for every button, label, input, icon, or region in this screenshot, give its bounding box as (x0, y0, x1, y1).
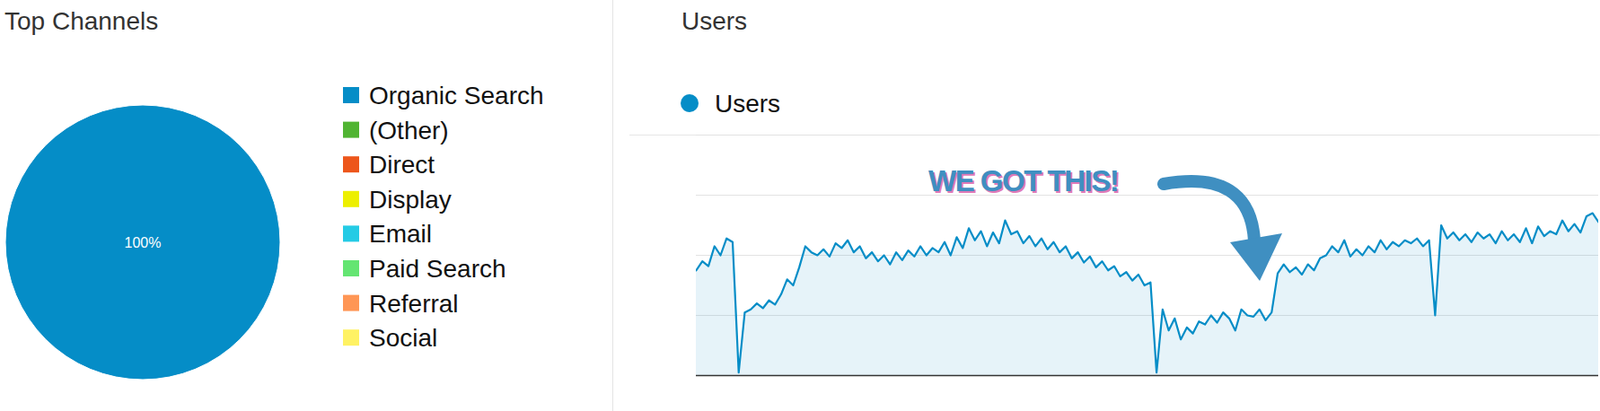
svg-text:Referral: Referral (369, 290, 459, 318)
svg-text:Email: Email (369, 219, 432, 248)
html-text:WE GOT THIS!: WE GOT THIS! (928, 164, 1119, 198)
svg-text:Direct: Direct (369, 150, 435, 179)
svg-text:Users: Users (681, 7, 748, 36)
svg-text:Paid Search: Paid Search (369, 254, 507, 283)
svg-text:Organic Search: Organic Search (369, 81, 545, 110)
svg-text:100%: 100% (124, 235, 162, 251)
svg-text:(Other): (Other) (369, 116, 449, 145)
svg-text:Users: Users (714, 89, 781, 118)
svg-text:Top Channels: Top Channels (4, 7, 159, 36)
svg-text:Display: Display (369, 185, 452, 214)
svg-text:Social: Social (369, 324, 438, 352)
